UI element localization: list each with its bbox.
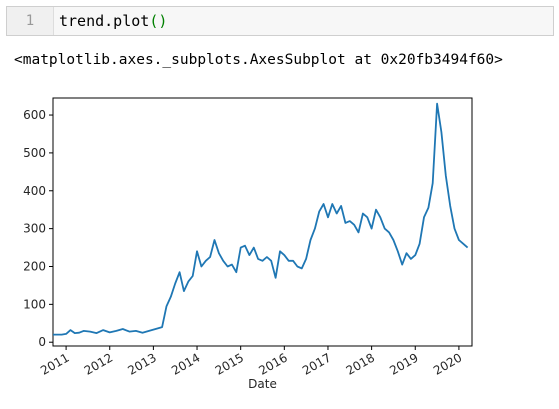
y-tick-label: 500 xyxy=(23,146,46,160)
y-tick-label: 0 xyxy=(38,335,46,349)
code-input-cell[interactable]: 1 trend.plot() xyxy=(6,6,554,36)
x-tick-label: 2018 xyxy=(344,350,377,377)
y-tick-label: 600 xyxy=(23,108,46,122)
x-tick-label: 2016 xyxy=(256,350,289,377)
output-repr-text: <matplotlib.axes._subplots.AxesSubplot a… xyxy=(14,52,503,68)
x-tick-label: 2012 xyxy=(82,350,115,377)
code-line[interactable]: trend.plot() xyxy=(59,7,167,35)
x-tick-label: 2019 xyxy=(387,350,420,377)
x-tick-label: 2020 xyxy=(431,350,464,377)
trend-line-chart: 0 100 200 300 400 500 600 2011 2012 2013 2014 2015 2… xyxy=(23,97,473,391)
code-parens: () xyxy=(149,12,168,30)
line-number: 1 xyxy=(7,7,54,35)
y-tick-label: 100 xyxy=(23,297,46,311)
x-tick-label: 2015 xyxy=(213,350,246,377)
axis-ticks: 0 100 200 300 400 500 600 2011 2012 2013 2014 2015 2… xyxy=(23,108,464,378)
y-tick-label: 400 xyxy=(23,184,46,198)
x-tick-label: 2013 xyxy=(125,350,158,377)
x-tick-label: 2011 xyxy=(38,350,71,377)
x-tick-label: 2017 xyxy=(300,350,333,377)
x-tick-label: 2014 xyxy=(169,350,202,377)
series-line-0 xyxy=(53,102,469,336)
x-axis-label: Date xyxy=(248,377,277,391)
y-tick-label: 200 xyxy=(23,259,46,273)
code-object: trend.plot xyxy=(59,12,150,30)
axes-frame xyxy=(52,97,473,347)
plot-area xyxy=(52,97,473,347)
y-tick-label: 300 xyxy=(23,222,46,236)
